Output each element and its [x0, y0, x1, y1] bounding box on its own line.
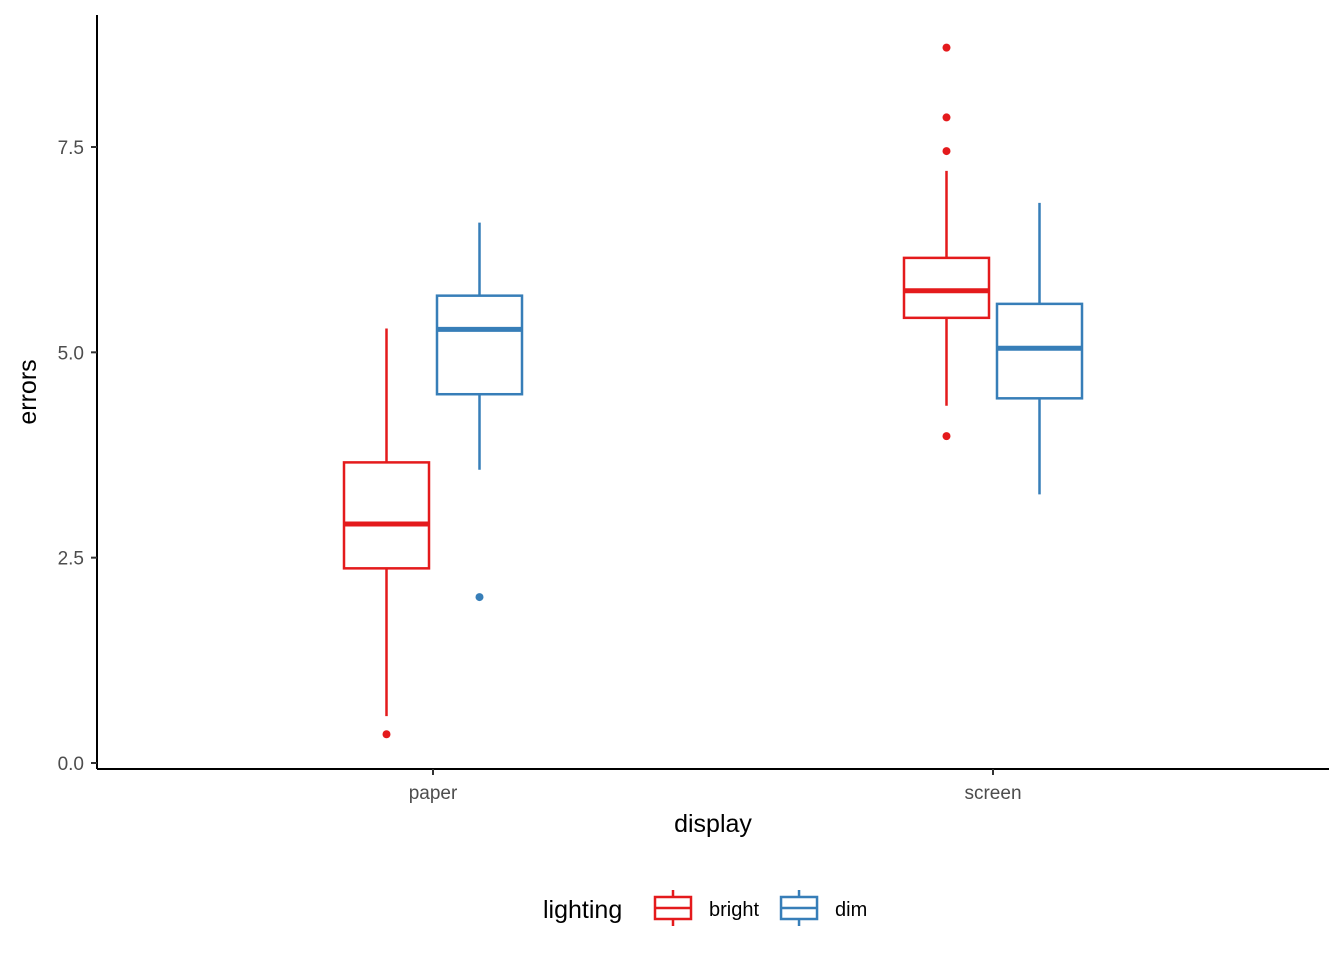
legend-label: dim: [835, 899, 867, 921]
legend-title: lighting: [543, 896, 622, 924]
legend-entry-bright: bright: [653, 890, 759, 926]
box-bright-screen: [902, 43, 991, 441]
box-dim-paper: [435, 222, 524, 602]
x-tick-label: paper: [409, 783, 458, 804]
box-iqr: [342, 461, 431, 570]
outlier-point: [475, 593, 484, 602]
y-tick-label: 5.0: [58, 343, 84, 364]
axes: 0.0 2.5 5.0 7.5 paper screen: [58, 15, 1329, 804]
y-axis-title: errors: [14, 359, 42, 424]
box-dim-screen: [995, 202, 1084, 495]
outlier-point: [942, 113, 951, 122]
plot-area: [342, 43, 1084, 739]
y-tick-label: 2.5: [58, 549, 84, 570]
outlier-point: [942, 432, 951, 441]
outlier-point: [942, 147, 951, 156]
x-tick-label: screen: [964, 783, 1021, 804]
outlier-point: [382, 730, 391, 739]
box-iqr: [995, 302, 1084, 400]
legend: lighting bright dim: [543, 890, 867, 926]
box-iqr: [902, 256, 991, 320]
legend-label: bright: [709, 899, 759, 921]
legend-entry-dim: dim: [779, 890, 867, 926]
box-iqr: [435, 294, 524, 396]
y-tick-label: 0.0: [58, 754, 84, 775]
x-axis-title: display: [674, 810, 752, 838]
box-bright-paper: [342, 328, 431, 739]
outlier-point: [942, 43, 951, 52]
y-tick-label: 7.5: [58, 138, 84, 159]
